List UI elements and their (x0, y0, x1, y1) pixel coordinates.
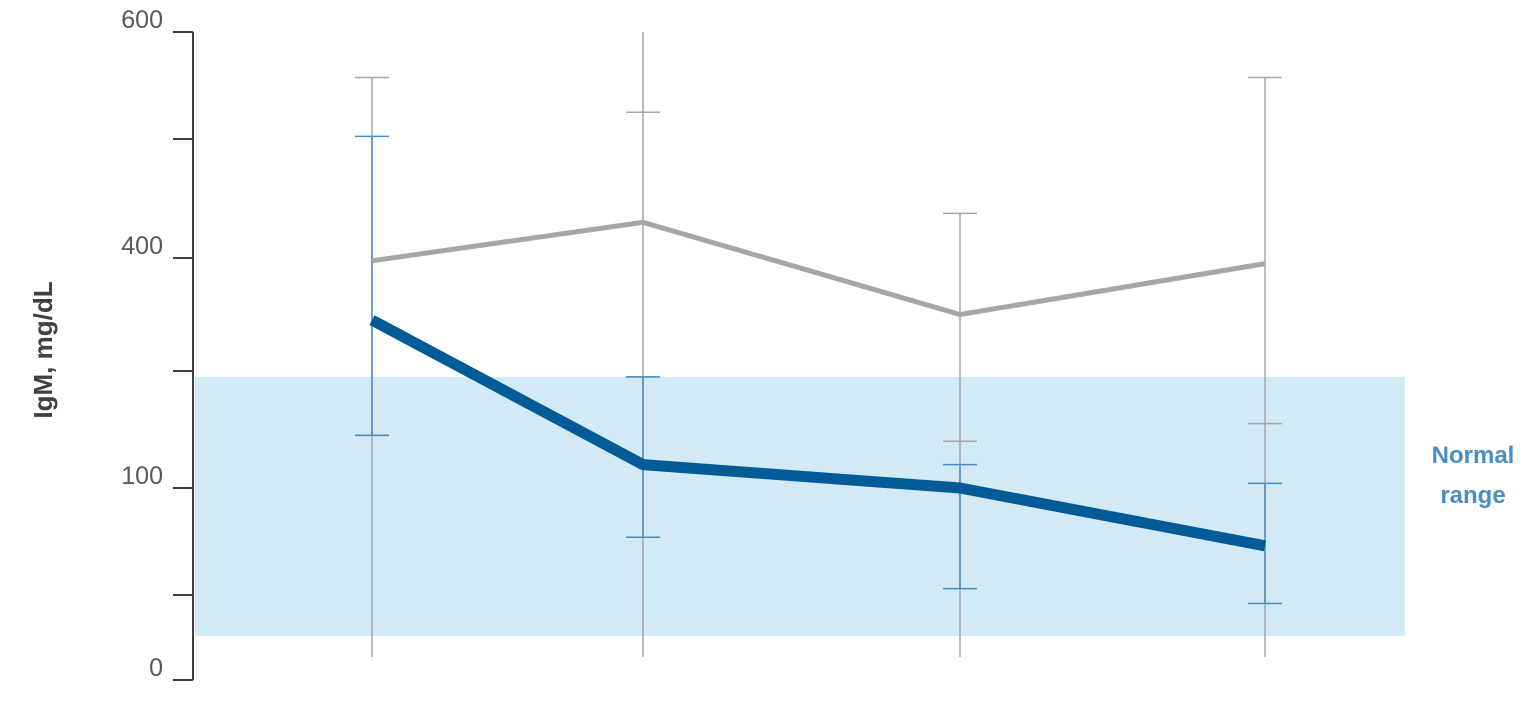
y-tick-label: 600 (121, 6, 163, 34)
series-lines (369, 219, 1267, 552)
normal-range-label-line1: Normal (1432, 442, 1515, 469)
normal-range-label-line2: range (1440, 482, 1505, 509)
normal-range-band (195, 376, 1405, 636)
y-tick-label: 400 (121, 232, 163, 260)
y-axis: 0 100 400 600 (121, 6, 194, 682)
error-bars (355, 32, 1282, 657)
y-tick-label: 100 (121, 462, 163, 490)
y-tick-label: 0 (149, 654, 163, 682)
blue-series-line (369, 315, 1267, 552)
grey-series-line (371, 219, 1266, 317)
y-axis-title: IgM, mg/dL (28, 281, 58, 418)
